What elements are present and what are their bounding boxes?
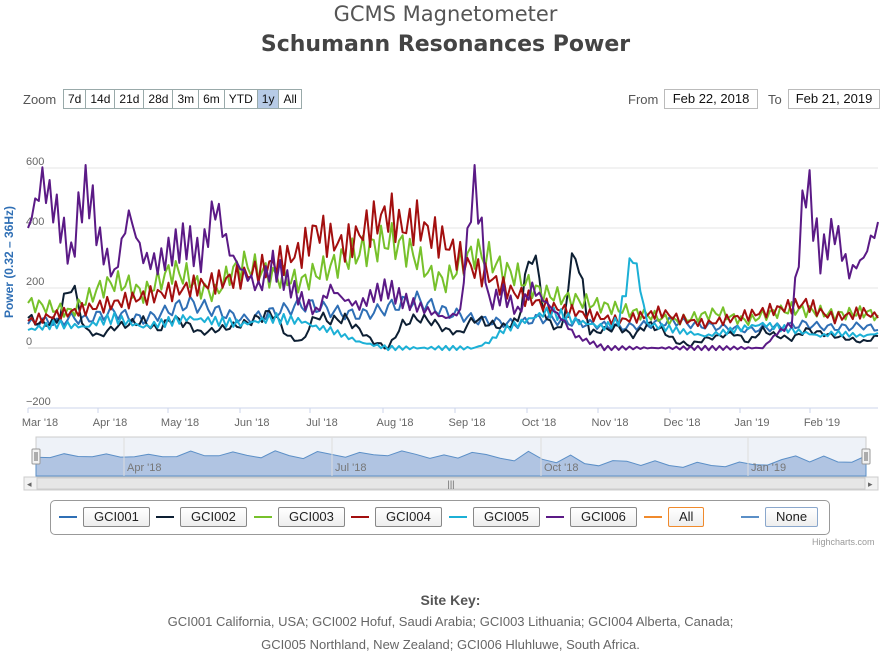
x-tick-label: Oct '18: [522, 417, 557, 429]
x-tick-label: Jan '19: [734, 417, 769, 429]
legend-button-gci001[interactable]: GCI001: [83, 507, 150, 527]
x-axis-ticks: Mar '18 Apr '18 May '18 Jun '18 Jul '18 Aug '…: [22, 408, 840, 429]
zoom-button-7d[interactable]: 7d: [64, 90, 87, 108]
navigator-right-handle[interactable]: [861, 448, 871, 465]
from-date-input[interactable]: Feb 22, 2018: [664, 89, 758, 109]
y-tick-label: 200: [26, 276, 44, 288]
series-line-gci005[interactable]: [27, 257, 879, 352]
zoom-button-21d[interactable]: 21d: [115, 90, 145, 108]
legend-swatch: [59, 516, 77, 518]
scrollbar-thumb[interactable]: [36, 477, 866, 490]
legend-button-gci006[interactable]: GCI006: [570, 507, 637, 527]
x-tick-label: Jun '18: [234, 417, 269, 429]
legend-swatch: [156, 516, 174, 518]
chart-subtitle: GCMS Magnetometer: [333, 2, 558, 26]
legend-button-gci005[interactable]: GCI005: [473, 507, 540, 527]
to-label: To: [768, 92, 782, 107]
series-layer: [27, 164, 879, 352]
chart-title: Schumann Resonances Power: [260, 32, 631, 57]
x-tick-label: Sep '18: [449, 417, 486, 429]
navigator-left-handle[interactable]: [31, 448, 41, 465]
to-date-input[interactable]: Feb 21, 2019: [788, 89, 880, 109]
legend-swatch: [449, 516, 467, 518]
zoom-button-all[interactable]: All: [279, 90, 301, 108]
y-axis-label: Power (0.32 – 36Hz): [2, 206, 16, 318]
x-tick-label: Apr '18: [93, 417, 128, 429]
legend-swatch: [351, 516, 369, 518]
series-line-gci004[interactable]: [27, 192, 879, 329]
y-tick-label: −200: [26, 396, 51, 408]
zoom-button-28d[interactable]: 28d: [144, 90, 174, 108]
zoom-button-1y[interactable]: 1y: [257, 90, 280, 108]
navigator-label: Oct '18: [544, 462, 579, 474]
legend-button-none[interactable]: None: [765, 507, 819, 527]
legend-item-gci004[interactable]: GCI004: [351, 507, 442, 527]
from-label: From: [628, 92, 659, 107]
legend-button-all[interactable]: All: [668, 507, 705, 527]
x-tick-label: Jul '18: [306, 417, 337, 429]
legend-button-gci002[interactable]: GCI002: [180, 507, 247, 527]
legend: GCI001 GCI002 GCI003 GCI004 GCI005 GCI006 All N…: [50, 500, 830, 535]
site-key-line-2: GCI005 Northland, New Zealand; GCI006 Hl…: [261, 637, 640, 652]
legend-button-gci003[interactable]: GCI003: [278, 507, 345, 527]
navigator: Apr '18 Jul '18 Oct '18 Jan '19 ◂ ▸ |||: [23, 436, 879, 491]
series-line-gci003[interactable]: [27, 222, 879, 326]
x-tick-label: May '18: [161, 417, 199, 429]
legend-swatch: [644, 516, 662, 518]
site-key-title: Site Key:: [420, 592, 481, 608]
zoom-button-group: 7d 14d 21d 28d 3m 6m YTD 1y All: [63, 89, 302, 109]
zoom-button-3m[interactable]: 3m: [173, 90, 200, 108]
scroll-right-arrow-icon[interactable]: ▸: [868, 479, 873, 489]
x-tick-label: Dec '18: [664, 417, 701, 429]
legend-swatch: [741, 516, 759, 518]
x-tick-label: Feb '19: [804, 417, 840, 429]
x-tick-label: Mar '18: [22, 417, 58, 429]
credits-label[interactable]: Highcharts.com: [812, 537, 875, 547]
y-tick-label: 0: [26, 336, 32, 348]
x-tick-label: Nov '18: [592, 417, 629, 429]
legend-item-all[interactable]: All: [644, 507, 705, 527]
site-key-line-1: GCI001 California, USA; GCI002 Hofuf, Sa…: [167, 614, 734, 629]
legend-item-gci003[interactable]: GCI003: [254, 507, 345, 527]
legend-item-gci002[interactable]: GCI002: [156, 507, 247, 527]
legend-item-gci001[interactable]: GCI001: [59, 507, 150, 527]
navigator-label: Apr '18: [127, 462, 162, 474]
zoom-button-ytd[interactable]: YTD: [224, 90, 258, 108]
x-tick-label: Aug '18: [377, 417, 414, 429]
legend-item-gci006[interactable]: GCI006: [546, 507, 637, 527]
zoom-label: Zoom: [23, 92, 57, 107]
legend-item-gci005[interactable]: GCI005: [449, 507, 540, 527]
legend-button-gci004[interactable]: GCI004: [375, 507, 442, 527]
series-line-gci001[interactable]: [27, 290, 879, 334]
navigator-label: Jul '18: [335, 462, 366, 474]
scroll-left-arrow-icon[interactable]: ◂: [27, 479, 32, 489]
navigator-label: Jan '19: [751, 462, 786, 474]
zoom-button-6m[interactable]: 6m: [199, 90, 225, 108]
y-tick-label: 600: [26, 156, 44, 168]
legend-swatch: [546, 516, 564, 518]
scrollbar-grip[interactable]: |||: [447, 479, 454, 489]
navigator-area: [35, 450, 867, 477]
legend-item-none[interactable]: None: [741, 507, 819, 527]
series-line-gci006[interactable]: [27, 164, 879, 352]
legend-swatch: [254, 516, 272, 518]
zoom-button-14d[interactable]: 14d: [86, 90, 116, 108]
